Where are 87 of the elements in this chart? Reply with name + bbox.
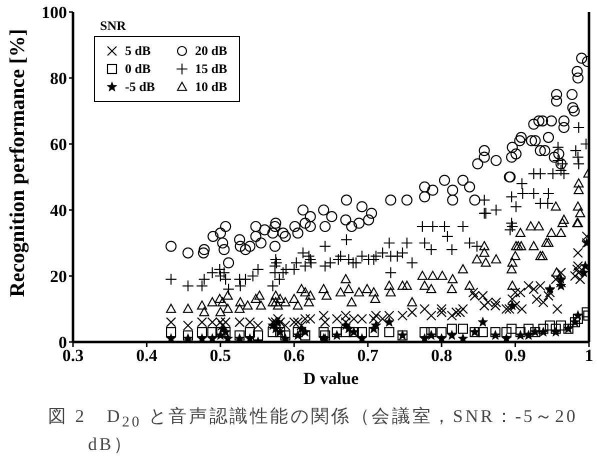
- point: [515, 330, 526, 340]
- point: [252, 330, 264, 340]
- point: [370, 320, 382, 330]
- point: [234, 333, 245, 342]
- point: [556, 280, 566, 290]
- y-tick-label: 20: [50, 267, 67, 286]
- point: [501, 333, 512, 342]
- point: [578, 267, 589, 278]
- point: [501, 327, 512, 338]
- y-tick-label: 80: [50, 69, 67, 88]
- point: [458, 324, 468, 334]
- point: [490, 327, 500, 338]
- legend-title: SNR: [100, 18, 128, 33]
- point: [196, 327, 208, 338]
- legend-label: 15 dB: [194, 61, 228, 77]
- point: [280, 330, 290, 340]
- point: [436, 333, 447, 342]
- legend-label: 5 dB: [125, 43, 151, 59]
- point: [332, 330, 342, 340]
- point: [550, 324, 561, 334]
- point: [196, 333, 208, 342]
- x-tick-label: 0.6: [284, 346, 305, 366]
- caption: 図 2 D$_{20}$ と音声認識性能の関係（会議室，SNR：-5～20 dB）: [48, 406, 579, 455]
- y-tick-label: 40: [50, 201, 67, 220]
- point: [478, 327, 488, 338]
- x-tick-label: 0.7: [357, 346, 379, 366]
- legend-label: 0 dB: [125, 61, 151, 77]
- y-tick-label: 60: [50, 135, 67, 154]
- legend-label: 10 dB: [194, 79, 228, 95]
- point: [207, 327, 218, 338]
- point: [384, 316, 394, 327]
- point: [182, 333, 194, 342]
- point: [580, 260, 589, 270]
- point: [544, 320, 555, 331]
- point: [436, 327, 447, 338]
- point: [550, 326, 561, 336]
- point: [292, 327, 303, 338]
- legend-label: 20 dB: [194, 43, 228, 59]
- point: [420, 333, 430, 342]
- point: [556, 320, 566, 331]
- x-tick-label: 0.9: [504, 346, 526, 366]
- point: [506, 324, 517, 334]
- point: [300, 330, 310, 340]
- y-axis-title: Recognition performance [%]: [5, 28, 29, 298]
- point: [490, 330, 500, 340]
- point: [426, 330, 436, 340]
- point: [332, 327, 342, 338]
- point: [426, 327, 436, 338]
- point: [538, 326, 548, 336]
- point: [544, 284, 556, 294]
- point: [356, 327, 368, 338]
- point: [234, 330, 245, 340]
- point: [572, 310, 584, 320]
- x-tick-label: 0.5: [210, 346, 232, 366]
- point: [538, 324, 548, 334]
- x-tick-label: 0.8: [430, 346, 452, 366]
- point: [268, 327, 278, 338]
- point: [523, 330, 534, 340]
- point: [280, 333, 290, 342]
- point: [244, 333, 256, 342]
- point: [244, 327, 255, 338]
- point: [515, 327, 526, 338]
- point: [222, 333, 233, 342]
- point: [384, 327, 394, 338]
- x-axis-title: D value: [303, 369, 360, 388]
- point: [356, 333, 368, 342]
- point: [446, 324, 457, 334]
- point: [556, 274, 566, 284]
- point: [292, 330, 303, 340]
- x-tick-label: 1: [584, 346, 594, 366]
- point: [207, 333, 218, 342]
- point: [458, 333, 468, 342]
- point: [300, 326, 310, 336]
- point: [320, 330, 330, 340]
- legend-label: -5 dB: [125, 79, 155, 95]
- point: [182, 330, 194, 340]
- point: [524, 324, 534, 334]
- point: [420, 327, 430, 338]
- y-tick-label: 100: [42, 3, 67, 22]
- point: [318, 327, 329, 338]
- x-tick-label: 0.4: [136, 346, 158, 366]
- point: [507, 300, 518, 310]
- point: [446, 330, 458, 340]
- point: [166, 333, 176, 342]
- point: [166, 327, 176, 338]
- point: [478, 316, 488, 327]
- point: [368, 327, 379, 338]
